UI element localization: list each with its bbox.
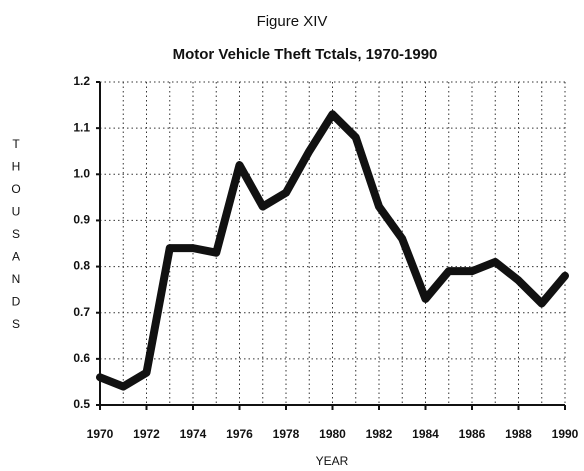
- y-tick-label: 0.7: [73, 305, 90, 319]
- x-tick-label: 1984: [412, 427, 439, 441]
- y-tick-label: 0.6: [73, 351, 90, 365]
- x-tick-label: 1980: [319, 427, 346, 441]
- x-tick-label: 1978: [273, 427, 300, 441]
- x-tick-label: 1986: [459, 427, 486, 441]
- x-tick-label: 1976: [226, 427, 253, 441]
- x-tick-label: 1982: [366, 427, 393, 441]
- y-tick-label: 1.1: [73, 120, 90, 134]
- chart-subtitle: Motor Vehicle Theft Tctals, 1970-1990: [173, 46, 438, 63]
- x-tick-label: 1988: [505, 427, 532, 441]
- y-tick-label: 0.5: [73, 397, 90, 411]
- x-tick-label: 1990: [552, 427, 579, 441]
- y-tick-label: 0.9: [73, 213, 90, 227]
- x-tick-label: 1970: [87, 427, 114, 441]
- x-axis-label: YEAR: [316, 454, 349, 468]
- y-tick-label: 1.0: [73, 166, 90, 180]
- chart-title: Figure XIV: [257, 13, 328, 30]
- x-tick-label: 1974: [180, 427, 207, 441]
- data-line: [96, 110, 569, 391]
- y-tick-label: 0.8: [73, 259, 90, 273]
- x-tick-label: 1972: [133, 427, 160, 441]
- y-tick-label: 1.2: [73, 74, 90, 88]
